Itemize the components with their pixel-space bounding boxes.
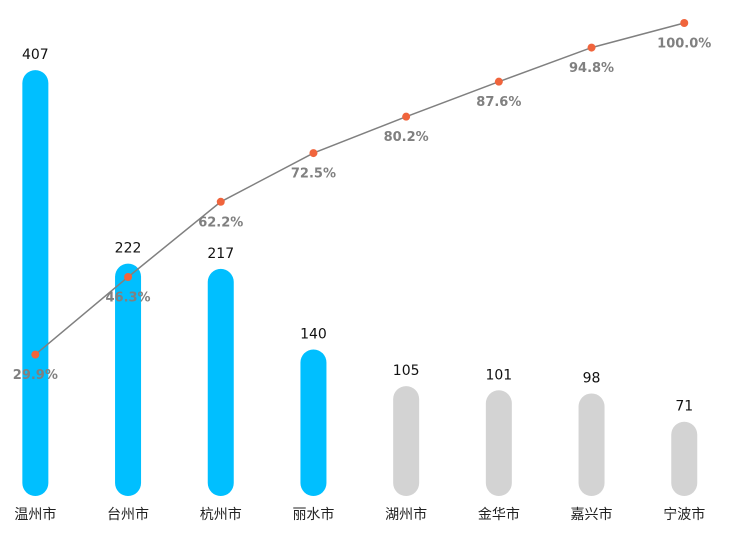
bar: [115, 263, 142, 496]
bar: [671, 421, 698, 496]
percent-label: 72.5%: [291, 167, 336, 182]
cumulative-line: [34, 22, 685, 356]
percent-label: 29.9%: [13, 368, 58, 383]
percent-label: 80.2%: [384, 130, 429, 145]
x-tick-label: 宁波市: [663, 506, 705, 523]
bar: [485, 390, 512, 496]
line-point: [216, 197, 225, 206]
bar-value-label: 217: [207, 246, 234, 262]
percent-label: 62.2%: [198, 215, 243, 230]
line-point: [309, 149, 318, 158]
bar: [300, 349, 327, 496]
line-point: [494, 77, 503, 86]
x-tick-label: 丽水市: [292, 506, 334, 523]
percent-label: 46.3%: [105, 291, 150, 306]
bar-value-label: 222: [115, 241, 142, 257]
bar: [578, 393, 605, 496]
line-point: [31, 350, 40, 359]
line-point: [680, 19, 689, 27]
bar: [393, 386, 420, 496]
bar-value-label: 140: [300, 326, 327, 342]
line-point: [124, 273, 133, 282]
bar-value-label: 407: [22, 47, 49, 63]
x-tick-label: 金华市: [478, 506, 520, 523]
x-tick-label: 湖州市: [385, 506, 427, 523]
x-tick-label: 嘉兴市: [571, 506, 613, 523]
line-point: [587, 43, 596, 52]
x-tick-label: 温州市: [14, 506, 56, 523]
percent-label: 100.0%: [657, 37, 711, 52]
line-point: [402, 112, 411, 121]
bar-value-label: 105: [393, 363, 420, 379]
bar: [22, 70, 49, 497]
bar-value-label: 71: [675, 399, 693, 415]
percent-label: 87.6%: [476, 95, 521, 110]
bar-value-label: 101: [485, 367, 512, 383]
bar-value-label: 98: [583, 370, 601, 386]
x-tick-label: 杭州市: [200, 506, 242, 523]
percent-label: 94.8%: [569, 61, 614, 76]
bar: [207, 268, 234, 496]
x-tick-label: 台州市: [107, 506, 149, 523]
